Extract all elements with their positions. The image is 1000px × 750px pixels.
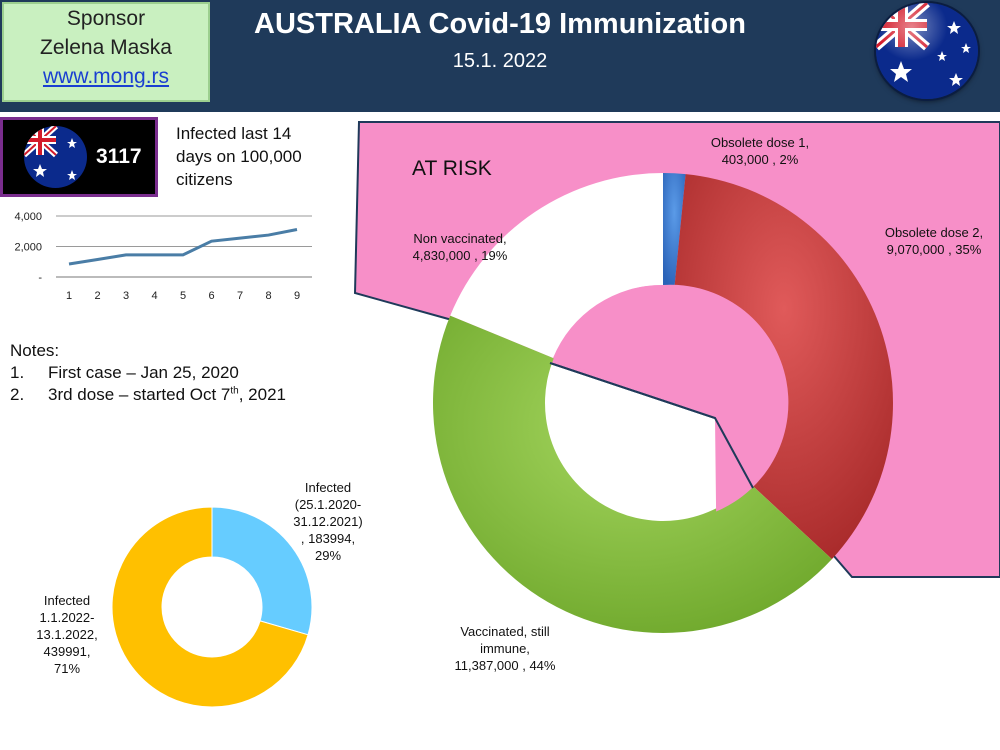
label-line: , 183994,: [300, 531, 356, 546]
note-text: First case – Jan 25, 2020: [48, 363, 239, 382]
y-tick-label: 4,000: [14, 211, 42, 223]
sponsor-box: Sponsor Zelena Maska www.mong.rs: [2, 2, 210, 102]
at-risk-label: AT RISK: [412, 157, 492, 180]
label-line: 11,387,000 , 44%: [454, 658, 556, 673]
slice-label-obsolete-dose-2: Obsolete dose 2, 9,070,000 , 35%: [860, 224, 1000, 258]
slice-non-vaccinated: [450, 173, 663, 359]
label-line: 4,830,000 , 19%: [412, 248, 508, 263]
x-tick-label: 8: [265, 290, 271, 302]
line-series: [68, 227, 298, 266]
y-tick-label: -: [38, 272, 42, 284]
australia-flag-small-icon: [24, 126, 87, 188]
line-chart: 4,000 2,000 - 1 2 3 4 5 6 7 8 9: [14, 211, 312, 302]
note-text-sup: th: [230, 385, 239, 397]
x-tick-label: 3: [123, 290, 129, 302]
label-line: Obsolete dose 1,: [710, 135, 810, 150]
label-line: Infected: [43, 593, 91, 608]
note-item: 2. 3rd dose – started Oct 7th, 2021: [10, 384, 286, 406]
page-title: AUSTRALIA Covid-19 Immunization: [254, 8, 746, 40]
label-line: Infected: [304, 480, 352, 495]
slice-label-infected-2020-2021: Infected (25.1.2020- 31.12.2021) , 18399…: [278, 479, 378, 564]
label-line: 439991,: [43, 644, 91, 659]
sponsor-line2: Zelena Maska: [40, 36, 172, 59]
label-line: 71%: [53, 661, 81, 676]
australia-flag-icon: [876, 3, 978, 99]
slice-infected-2022: [111, 506, 309, 708]
x-tick-label: 6: [208, 290, 214, 302]
slice-label-vaccinated: Vaccinated, still immune, 11,387,000 , 4…: [425, 623, 585, 674]
slice-label-obsolete-dose-1: Obsolete dose 1, 403,000 , 2%: [680, 134, 840, 168]
label-line: Vaccinated, still: [460, 624, 550, 639]
label-line: 13.1.2022,: [36, 627, 98, 642]
label-line: 403,000 , 2%: [721, 152, 799, 167]
x-tick-label: 9: [294, 290, 300, 302]
page-date: 15.1. 2022: [452, 50, 548, 72]
x-tick-label: 2: [94, 290, 100, 302]
note-item: 1. First case – Jan 25, 2020: [10, 362, 286, 384]
slice-obsolete-dose-1: [663, 173, 686, 286]
note-number: 2.: [10, 385, 25, 404]
slice-label-non-vaccinated: Non vaccinated, 4,830,000 , 19%: [380, 230, 540, 264]
notes-heading: Notes:: [10, 341, 60, 360]
label-line: Obsolete dose 2,: [884, 225, 984, 240]
x-tick-label: 1: [66, 290, 72, 302]
sponsor-link[interactable]: www.mong.rs: [42, 65, 170, 88]
label-line: immune,: [480, 641, 530, 656]
note-text-end: , 2021: [238, 385, 286, 404]
slice-infected-2020-2021: [211, 506, 313, 636]
x-tick-label: 4: [151, 290, 157, 302]
note-number: 1.: [10, 363, 25, 382]
label-line: 31.12.2021): [293, 514, 363, 529]
at-risk-boundary: [549, 362, 754, 489]
label-line: Non vaccinated,: [413, 231, 507, 246]
label-line: 29%: [314, 548, 342, 563]
note-text-main: 3rd dose – started Oct 7: [48, 385, 231, 404]
note-text: 3rd dose – started Oct 7th, 2021: [48, 384, 286, 406]
notes-block: Notes: 1. First case – Jan 25, 2020 2. 3…: [10, 340, 286, 406]
slice-obsolete-dose-2: [674, 174, 893, 560]
label-line: 1.1.2022-: [39, 610, 95, 625]
x-tick-label: 5: [180, 290, 186, 302]
infection-rate-caption: Infected last 14 days on 100,000 citizen…: [176, 124, 302, 189]
sponsor-line1: Sponsor: [66, 7, 146, 30]
label-line: (25.1.2020-: [294, 497, 362, 512]
label-line: 9,070,000 , 35%: [886, 242, 982, 257]
at-risk-center: [553, 284, 789, 512]
slice-label-infected-2022: Infected 1.1.2022- 13.1.2022, 439991, 71…: [22, 592, 112, 677]
x-tick-label: 7: [237, 290, 243, 302]
infected-donut-chart: [111, 506, 313, 708]
slice-vaccinated: [432, 315, 832, 633]
infection-rate-value: 3117: [96, 145, 142, 168]
immunization-donut-chart: [432, 173, 893, 633]
y-tick-label: 2,000: [14, 242, 42, 254]
